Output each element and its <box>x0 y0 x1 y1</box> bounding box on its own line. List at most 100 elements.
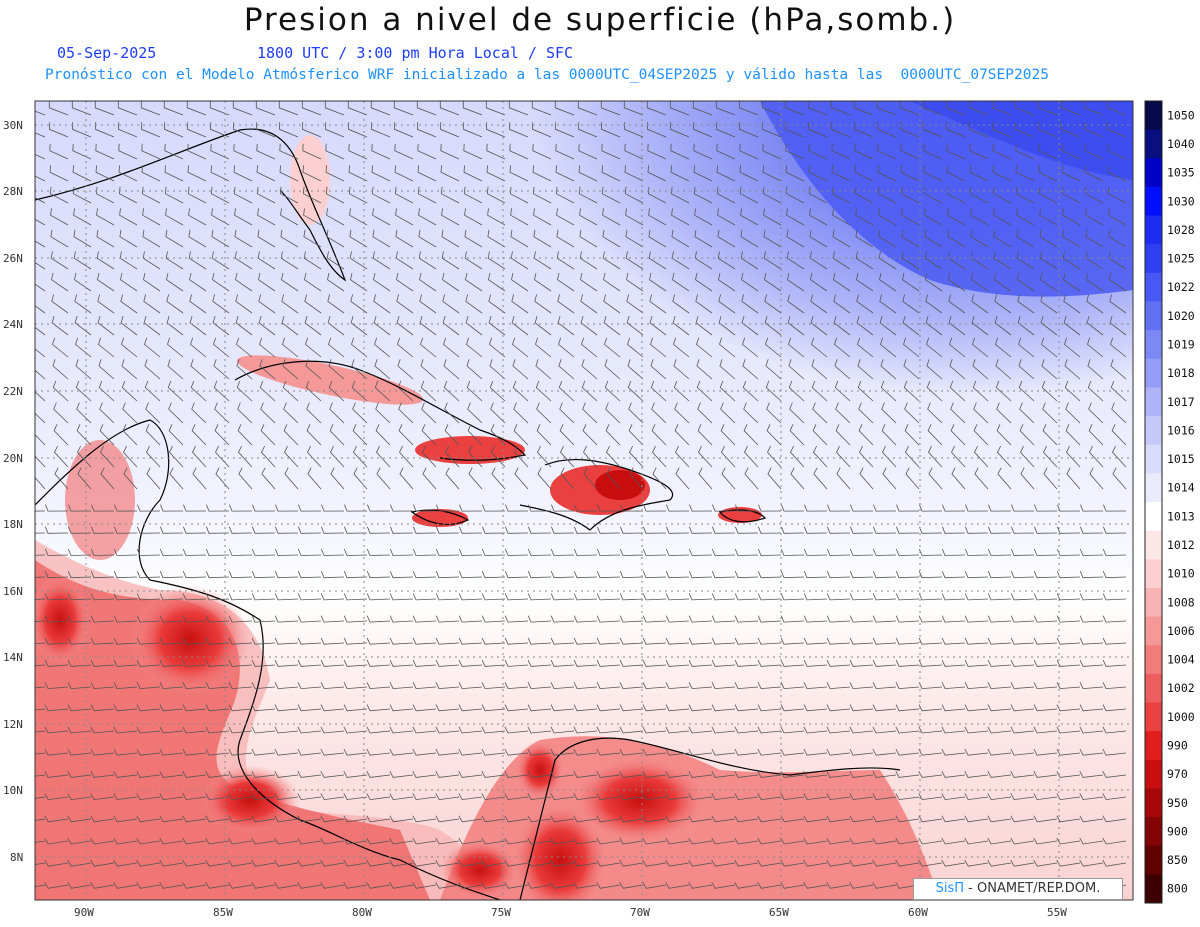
wind-barb <box>858 402 874 424</box>
wind-barb <box>895 837 920 845</box>
wind-barb <box>228 548 253 556</box>
wind-barb <box>757 837 782 845</box>
wind-barb <box>233 143 253 160</box>
wind-barb <box>206 526 230 534</box>
wind-barb <box>99 424 115 446</box>
wind-barb <box>1033 726 1058 734</box>
wind-barb <box>577 101 598 116</box>
wind-barb <box>1033 615 1058 623</box>
wind-barb <box>803 771 828 778</box>
wind-barb <box>350 272 368 292</box>
wind-barb <box>458 637 483 645</box>
wind-barb <box>872 682 897 690</box>
wind-barb <box>895 659 920 667</box>
wind-barb <box>1102 571 1127 579</box>
wind-barb <box>144 359 161 380</box>
wind-barb <box>164 122 184 138</box>
wind-barb <box>619 593 644 601</box>
wind-barb <box>971 294 989 314</box>
wind-barb <box>1079 637 1104 645</box>
wind-barb <box>1085 208 1104 226</box>
wind-barb <box>44 704 69 712</box>
wind-barb <box>189 294 207 314</box>
wind-barb <box>692 101 713 116</box>
wind-barb <box>743 424 759 446</box>
wind-barb <box>849 704 874 712</box>
wind-barb <box>509 143 529 160</box>
lat-label: 26N <box>3 252 23 265</box>
wind-barb <box>238 467 253 490</box>
wind-barb <box>67 615 92 623</box>
wind-barb <box>1103 526 1127 534</box>
wind-barb <box>803 726 828 734</box>
wind-barb <box>136 659 161 667</box>
wind-barb <box>113 837 138 845</box>
wind-barb <box>578 165 598 182</box>
wind-barb <box>136 548 161 556</box>
wind-barb <box>374 337 391 358</box>
wind-barb <box>665 704 690 712</box>
wind-barb <box>901 251 920 270</box>
wind-barb <box>113 593 138 601</box>
colorbar-swatch <box>1145 129 1162 159</box>
wind-barb <box>421 402 437 424</box>
wind-barb <box>1102 771 1127 778</box>
wind-barb <box>512 380 529 402</box>
wind-barb <box>229 504 253 512</box>
wind-barb <box>214 424 230 446</box>
wind-barb <box>100 467 115 490</box>
wind-barb <box>1039 229 1058 248</box>
wind-barb <box>1019 424 1035 446</box>
wind-barb <box>412 815 437 823</box>
wind-barb <box>352 424 368 446</box>
wind-barb <box>35 510 46 512</box>
wind-barb <box>1080 504 1104 512</box>
wind-barb <box>711 548 736 556</box>
wind-barb <box>113 882 138 889</box>
wind-barb <box>1112 445 1127 468</box>
wind-barb <box>742 380 759 402</box>
wind-barb <box>35 862 46 866</box>
wind-barb <box>205 882 230 889</box>
wind-barb <box>1010 793 1035 801</box>
wind-barb <box>1010 748 1035 756</box>
wind-barb <box>228 571 253 579</box>
wind-barb <box>765 380 782 402</box>
wind-barb <box>1109 272 1127 292</box>
colorbar-label: 1013 <box>1167 509 1195 523</box>
wind-barb <box>320 859 345 867</box>
wind-barb <box>119 229 138 248</box>
wind-barb <box>1056 593 1081 601</box>
wind-barb <box>697 424 713 446</box>
wind-barb <box>396 294 414 314</box>
colorbar-border <box>1144 100 1163 904</box>
wind-barb <box>1033 571 1058 579</box>
wind-barb <box>90 859 115 867</box>
lon-label: 60W <box>908 906 928 919</box>
wind-barb <box>280 208 299 226</box>
wind-barb <box>790 445 805 468</box>
wind-barb <box>435 704 460 712</box>
wind-barb <box>1056 637 1081 645</box>
wind-barb <box>878 251 897 270</box>
wind-barb <box>1010 548 1035 556</box>
wind-barb <box>579 229 598 248</box>
wind-barb <box>1061 143 1081 160</box>
wind-barb <box>918 748 943 756</box>
wind-barb <box>373 294 391 314</box>
wind-barb <box>948 294 966 314</box>
wind-barb <box>307 445 322 468</box>
wind-barb <box>665 548 690 556</box>
wind-barb <box>951 445 966 468</box>
wind-barb <box>689 526 713 534</box>
wind-barb <box>573 704 598 712</box>
wind-barb <box>44 548 69 556</box>
wind-barb <box>305 359 322 380</box>
wind-barb <box>688 659 713 667</box>
wind-barb <box>606 445 621 468</box>
wind-barb <box>969 165 989 182</box>
wind-barb <box>551 504 575 512</box>
wind-barb <box>880 380 897 402</box>
wind-barb <box>464 251 483 270</box>
wind-barb <box>554 101 575 116</box>
